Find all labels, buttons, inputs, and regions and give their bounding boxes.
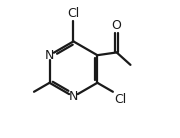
Text: N: N <box>45 49 54 62</box>
Text: Cl: Cl <box>67 7 80 20</box>
Text: Cl: Cl <box>114 93 127 106</box>
Text: O: O <box>112 19 122 32</box>
Text: N: N <box>69 90 78 103</box>
